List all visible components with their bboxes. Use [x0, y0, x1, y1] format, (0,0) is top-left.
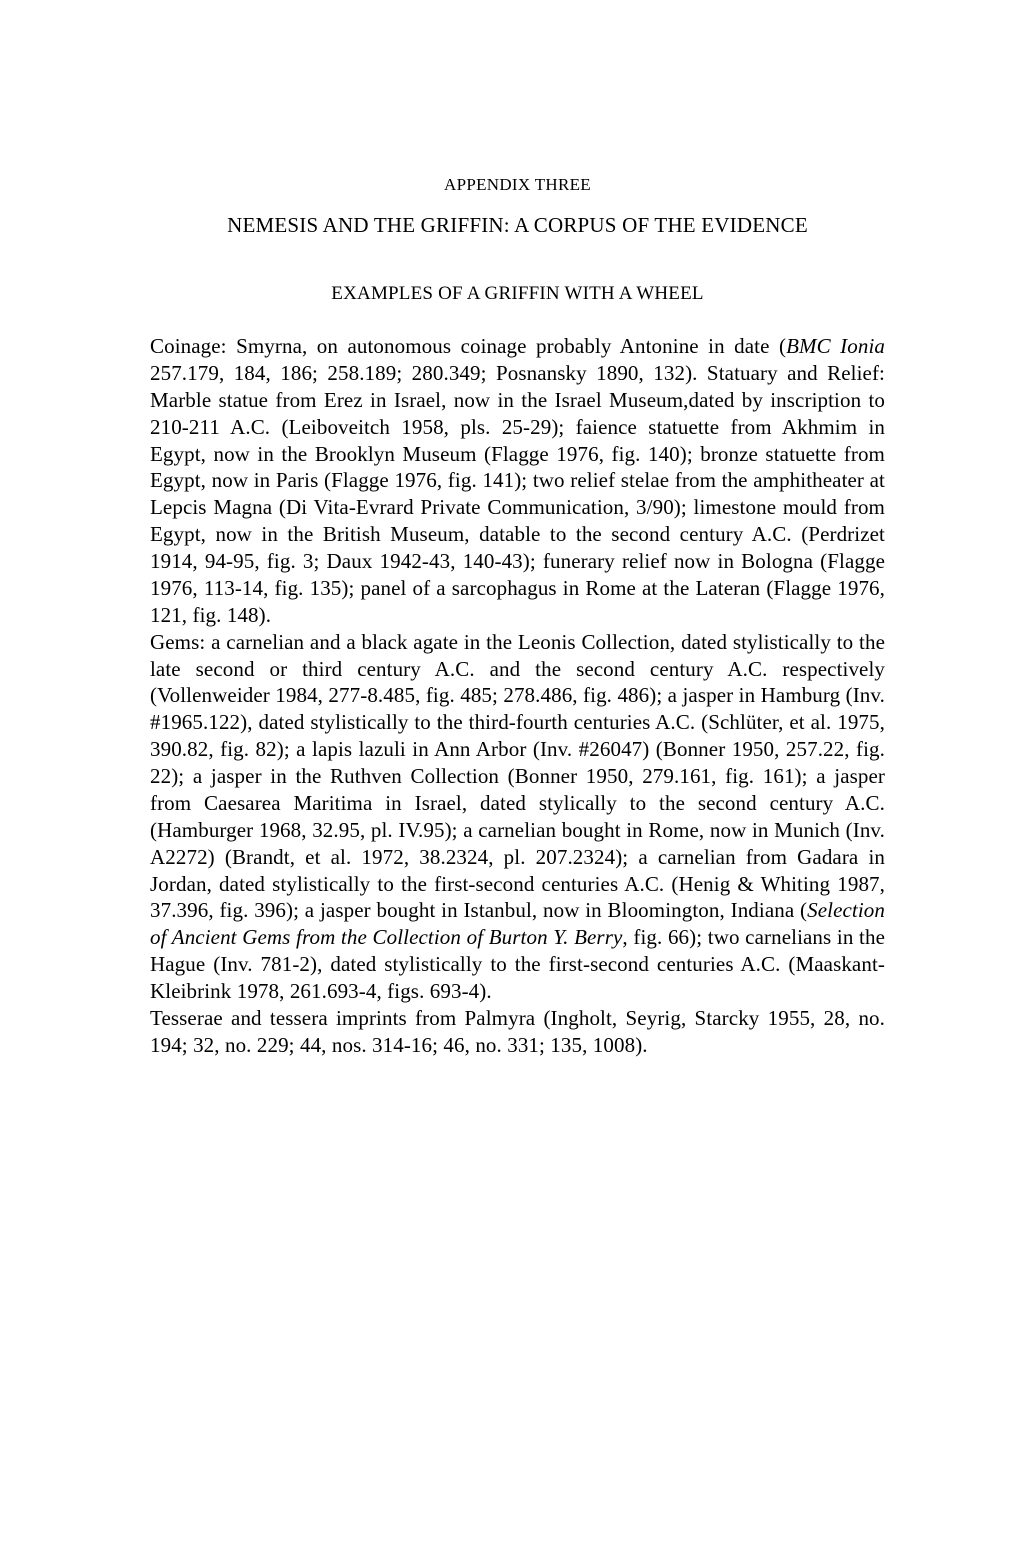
body-text-container: Coinage: Smyrna, on autonomous coinage p… [150, 333, 885, 1059]
main-title: NEMESIS AND THE GRIFFIN: A CORPUS OF THE… [150, 213, 885, 238]
body-p1-italic: BMC Ionia [786, 334, 885, 358]
body-p2-text: Gems: a carnelian and a black agate in t… [150, 630, 885, 923]
appendix-label: APPENDIX THREE [150, 175, 885, 195]
body-p3-text: Tesserae and tessera imprints from Palmy… [150, 1006, 885, 1057]
body-p1-text: Coinage: Smyrna, on autonomous coinage p… [150, 334, 786, 358]
section-subtitle: EXAMPLES OF A GRIFFIN WITH A WHEEL [150, 283, 885, 305]
body-p1-text-cont: 257.179, 184, 186; 258.189; 280.349; Pos… [150, 361, 885, 627]
